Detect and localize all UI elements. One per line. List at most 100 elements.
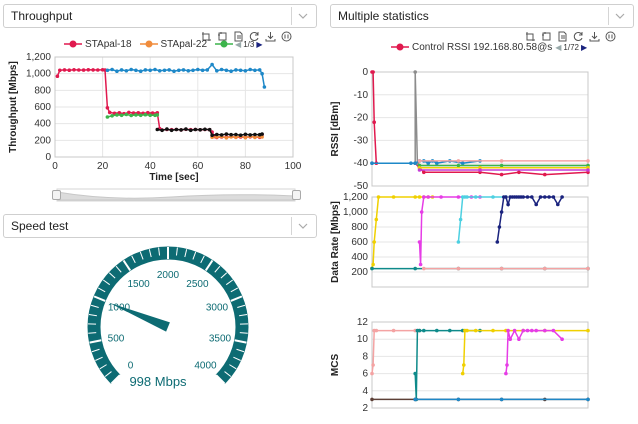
- pause-icon[interactable]: [605, 29, 616, 42]
- restore-icon[interactable]: [573, 29, 584, 41]
- y-tick-label: 10: [357, 334, 369, 345]
- gauge-minor-tick: [95, 356, 103, 361]
- series-line: [372, 71, 588, 167]
- gauge-minor-tick: [175, 247, 178, 256]
- throughput-toolbar: [201, 29, 292, 42]
- multi-dropdown-chevron-icon[interactable]: [608, 7, 630, 25]
- legend-item-stapal-18[interactable]: STApal-18: [64, 39, 132, 50]
- data-point: [196, 67, 200, 72]
- gauge-minor-tick: [102, 279, 111, 286]
- data-point: [167, 68, 171, 72]
- data-point: [215, 135, 219, 139]
- data-point: [499, 163, 504, 168]
- data-view-icon[interactable]: [557, 29, 568, 42]
- series-line: [461, 329, 588, 374]
- throughput-dropdown-chevron-icon[interactable]: [291, 7, 313, 25]
- plot-area: [54, 56, 294, 158]
- y-tick-label: 1,000: [26, 69, 51, 80]
- data-point: [184, 127, 188, 131]
- x-tick-label: 80: [240, 161, 252, 172]
- gauge-minor-tick: [88, 332, 97, 334]
- data-point: [219, 133, 224, 137]
- data-point: [150, 111, 155, 115]
- gauge-major-tick: [122, 259, 132, 272]
- legend-label: Control RSSI 192.168.80.58@s: [412, 41, 553, 53]
- multi-stat-chart: 0 -10 -20 -30 -40 -50 RSSI [dBm] 200 400 600 800 1,…: [330, 67, 590, 414]
- legend-item-control-rssi[interactable]: Control RSSI 192.168.80.58@s: [391, 42, 552, 53]
- data-view-icon[interactable]: [233, 29, 244, 42]
- restore-icon[interactable]: [249, 29, 260, 41]
- zoom-reset-icon[interactable]: [217, 29, 228, 41]
- data-point: [238, 68, 243, 73]
- data-point: [143, 68, 148, 72]
- slider-handle-right[interactable]: [292, 190, 301, 200]
- data-point: [435, 161, 439, 165]
- series-line: [418, 196, 480, 265]
- y-tick-label: 1,200: [343, 192, 368, 203]
- download-icon[interactable]: [589, 29, 600, 42]
- series-unnamed: [417, 168, 590, 172]
- data-point: [417, 159, 422, 163]
- data-point: [543, 195, 547, 199]
- speed-panel-header[interactable]: Speed test: [3, 214, 317, 238]
- data-point: [186, 69, 191, 73]
- data-point: [207, 127, 212, 132]
- legend-item-green[interactable]: [215, 40, 234, 48]
- zoom-select-icon[interactable]: [201, 29, 212, 41]
- zoom-select-icon[interactable]: [525, 29, 536, 41]
- multi-panel-header[interactable]: Multiple statistics: [330, 4, 634, 28]
- y-axis-label: Data Rate [Mbps]: [330, 201, 341, 283]
- legend-next-icon[interactable]: ▶: [256, 39, 263, 49]
- data-point: [376, 195, 381, 199]
- data-point: [426, 161, 430, 165]
- y-tick-label: 6: [362, 369, 368, 380]
- speed-gauge: 0 500 1000 1500 2000 2500 3000 3500 4000 998 Mbps: [87, 246, 249, 389]
- speed-dropdown-chevron-icon[interactable]: [291, 217, 313, 235]
- data-point: [413, 397, 417, 402]
- y-tick-label: -10: [354, 90, 369, 101]
- legend-next-icon[interactable]: ▶: [580, 42, 588, 52]
- pause-icon[interactable]: [281, 29, 292, 42]
- data-point: [473, 195, 478, 199]
- gauge-scale-label: 3000: [206, 303, 229, 314]
- data-point: [370, 397, 374, 402]
- zoom-reset-icon[interactable]: [541, 29, 552, 41]
- data-point: [422, 195, 426, 199]
- download-icon[interactable]: [265, 29, 276, 42]
- series-unnamed: [495, 195, 564, 244]
- slider-handle-left[interactable]: [52, 190, 61, 200]
- data-point: [560, 337, 564, 342]
- legend-prev-icon[interactable]: ◀: [235, 39, 242, 49]
- series-line: [371, 329, 420, 374]
- data-point: [505, 363, 509, 367]
- throughput-panel-header[interactable]: Throughput: [3, 4, 317, 28]
- data-point: [547, 195, 551, 199]
- data-point: [417, 168, 422, 172]
- data-point: [371, 70, 375, 74]
- y-tick-label: 600: [34, 102, 51, 113]
- data-point: [495, 240, 500, 244]
- gauge-minor-tick: [214, 265, 221, 273]
- series-unnamed: [417, 163, 590, 168]
- data-point: [417, 195, 422, 199]
- data-point: [215, 132, 219, 137]
- data-point: [115, 69, 119, 73]
- legend-prev-icon[interactable]: ◀: [555, 42, 562, 52]
- data-point: [205, 68, 210, 72]
- data-point: [508, 337, 512, 342]
- y-tick-label: 200: [34, 135, 51, 146]
- series-unnamed: [413, 397, 590, 402]
- data-point: [238, 133, 243, 137]
- data-point: [193, 127, 198, 132]
- gauge-minor-tick: [233, 356, 241, 361]
- data-point: [374, 328, 379, 333]
- throughput-chart: 0 200 400 600 800 1,000 1,200 0 20 40 60 80 100 Throu…: [8, 52, 302, 183]
- data-point: [586, 397, 590, 402]
- legend-item-stapal-22[interactable]: STApal-22: [139, 39, 207, 50]
- data-point: [538, 195, 543, 199]
- y-axis-label: Throughput [Mbps]: [8, 61, 19, 153]
- time-range-slider[interactable]: [51, 188, 301, 202]
- data-point: [448, 328, 452, 333]
- series-unnamed: [370, 159, 482, 165]
- data-point: [124, 69, 129, 73]
